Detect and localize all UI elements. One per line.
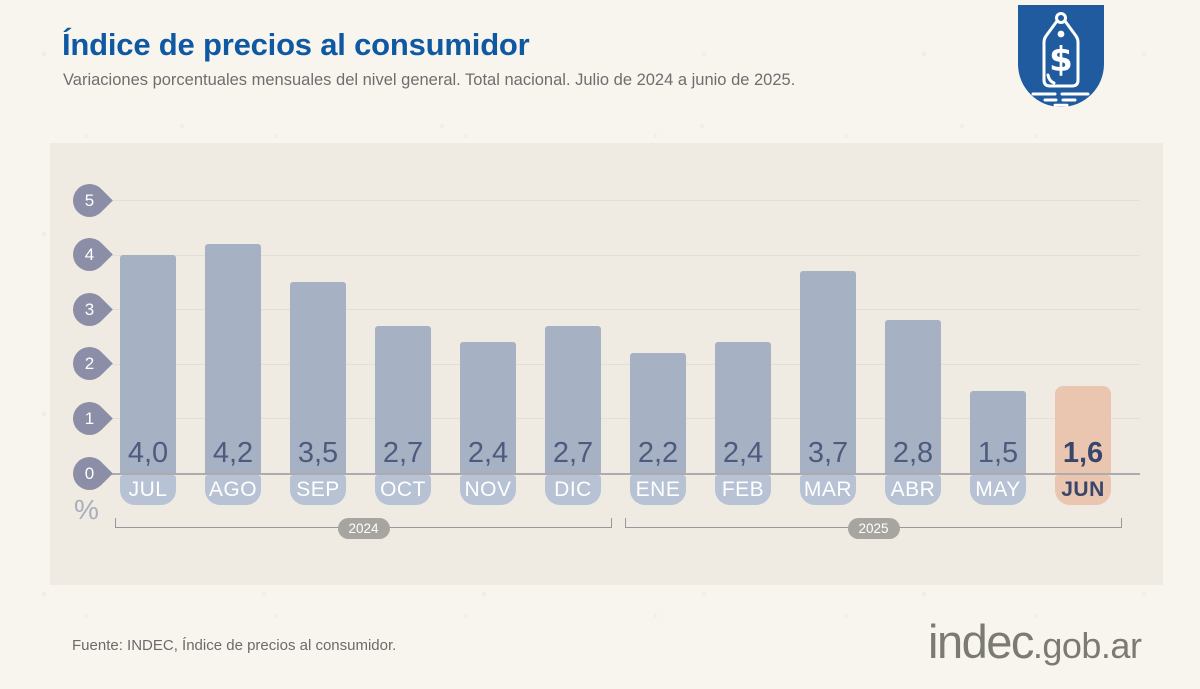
value-bar[interactable]: 2,8 [885, 320, 941, 473]
gridline-3 [108, 309, 1140, 311]
y-axis-tick-value: 5 [84, 190, 95, 209]
year-label: 2024 [337, 518, 390, 539]
y-axis-tick-value: 1 [84, 408, 95, 428]
month-column: 4,2 AGO [205, 143, 261, 585]
y-axis-tick-value: 0 [84, 463, 95, 482]
value-bar[interactable]: 2,7 [375, 326, 431, 473]
indec-logo-suffix: .gob.ar [1032, 625, 1142, 666]
bar-value-label: 2,4 [722, 437, 764, 469]
gridline-1 [108, 418, 1140, 420]
source-note: Fuente: INDEC, Índice de precios al cons… [72, 637, 397, 654]
gridline-4 [108, 254, 1140, 256]
indec-logo: indec.gob.ar [928, 614, 1142, 669]
month-column: 3,5 SEP [290, 143, 346, 585]
bar-value-label: 2,8 [892, 437, 934, 469]
value-bar[interactable]: 2,2 [630, 353, 686, 473]
month-label: DIC [545, 475, 601, 505]
page-title: Índice de precios al consumidor [62, 27, 530, 62]
svg-text:$: $ [1049, 40, 1073, 80]
month-label: JUN [1055, 475, 1111, 505]
bar-value-label: 4,2 [212, 437, 254, 469]
value-bar[interactable]: 2,4 [715, 342, 771, 473]
month-label: AGO [205, 475, 261, 505]
month-column: 2,7 DIC [545, 143, 601, 585]
month-column: 2,8 ABR [885, 143, 941, 585]
y-axis-tick-marker: 2 [66, 340, 113, 388]
y-axis-tick-value: 3 [84, 299, 95, 319]
month-column: 2,2 ENE [630, 143, 686, 585]
value-bar[interactable]: 3,7 [800, 271, 856, 473]
y-axis-tick-marker: 3 [66, 285, 113, 333]
month-column: 1,5 MAY [970, 143, 1026, 585]
y-axis-tick-marker: 4 [66, 231, 113, 278]
bar-value-label: 1,5 [977, 437, 1019, 469]
value-bar[interactable]: 3,5 [290, 282, 346, 473]
chart-panel: 4,0 JUL 4,2 AGO 3,5 SEP 2,7 OCT 2,4 NOV … [50, 143, 1163, 585]
gridline-5 [108, 200, 1140, 201]
month-label: JUL [120, 475, 176, 505]
bar-value-label: 4,0 [127, 437, 169, 469]
gridline-2 [108, 363, 1140, 365]
month-column: 2,4 FEB [715, 143, 771, 585]
month-column: 4,0 JUL [120, 143, 176, 585]
gridline-0 [108, 473, 1140, 475]
year-label: 2025 [847, 518, 900, 539]
month-label: NOV [460, 475, 516, 505]
bar-value-label: 2,7 [552, 437, 594, 469]
bar-value-label: 3,7 [807, 437, 849, 469]
y-axis-tick-marker: 1 [66, 395, 113, 442]
bar-value-label: 2,2 [637, 437, 679, 469]
month-column: 3,7 MAR [800, 143, 856, 585]
month-label: FEB [715, 475, 771, 505]
page-subtitle: Variaciones porcentuales mensuales del n… [63, 71, 796, 89]
month-label: SEP [290, 475, 346, 505]
value-bar[interactable]: 1,6 [1055, 386, 1111, 473]
y-axis-tick-marker: 5 [66, 176, 113, 224]
value-bar[interactable]: 4,0 [120, 255, 176, 473]
month-column: 2,4 NOV [460, 143, 516, 585]
month-label: ABR [885, 475, 941, 505]
price-tag-badge: $ [1018, 5, 1104, 107]
month-column: 2,7 OCT [375, 143, 431, 585]
y-axis-tick-value: 2 [84, 353, 95, 373]
y-axis-unit-label: % [74, 494, 99, 525]
month-label: MAY [970, 475, 1026, 505]
month-column: 1,6 JUN [1055, 143, 1111, 585]
price-tag-icon: $ [1031, 12, 1090, 107]
month-label: ENE [630, 475, 686, 505]
value-bar[interactable]: 1,5 [970, 391, 1026, 473]
bar-value-label: 2,7 [382, 437, 424, 469]
bar-series: 4,0 JUL 4,2 AGO 3,5 SEP 2,7 OCT 2,4 NOV … [120, 143, 1111, 585]
y-axis-tick-value: 4 [84, 244, 95, 264]
bar-value-label: 1,6 [1062, 437, 1104, 469]
bar-value-label: 2,4 [467, 437, 509, 469]
value-bar[interactable]: 2,7 [545, 326, 601, 473]
y-axis-tick-marker: 0 [66, 449, 113, 497]
value-bar[interactable]: 4,2 [205, 244, 261, 473]
month-label: MAR [800, 475, 856, 505]
bar-value-label: 3,5 [297, 437, 339, 469]
value-bar[interactable]: 2,4 [460, 342, 516, 473]
indec-logo-main: indec [928, 615, 1034, 668]
month-label: OCT [375, 475, 431, 505]
